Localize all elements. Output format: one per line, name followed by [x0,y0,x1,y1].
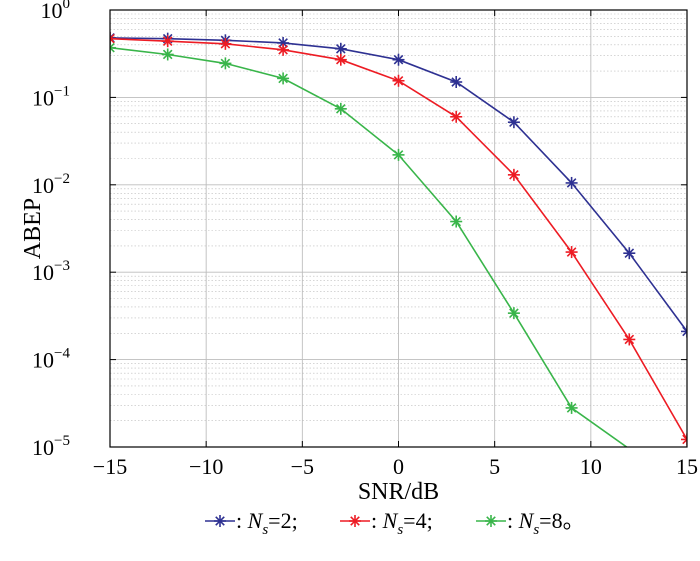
series-3-point [565,401,578,414]
series-1-point [565,176,578,189]
series-3-point [450,215,463,228]
series-2-point [392,74,405,87]
plot-curves [110,31,687,447]
series-2-point [565,246,578,259]
y-tick-label: 10−5 [32,433,70,460]
series-3-point [277,72,290,85]
legend-marker-1 [214,515,226,527]
legend-label-2: : Ns=4; [371,508,433,538]
series-1-point [392,53,405,66]
legend: : Ns=2; : Ns=4; : Ns=8。 [205,508,585,538]
series-1-point [334,42,347,55]
series-2-point [161,35,174,48]
series-3-point [507,307,520,320]
legend-label-3: : Ns=8。 [507,508,585,538]
series-1-point [507,116,520,129]
legend-marker-3 [485,515,497,527]
y-axis-title: ABEP [20,198,46,259]
x-tick-label: −5 [291,454,314,479]
y-tick-label: 100 [41,0,71,23]
series-2-point [450,110,463,123]
series-1-point [450,76,463,89]
x-tick-label: 0 [393,454,404,479]
x-tick-label: −15 [93,454,127,479]
series-2-point [110,32,116,45]
series-3-point [161,48,174,61]
y-tick-label: 10−2 [32,171,70,198]
y-tick-label: 10−1 [32,83,70,110]
series-2-point [219,37,232,50]
series-2-point [507,168,520,181]
x-tick-label: 5 [489,454,500,479]
legend-marker-2 [349,515,361,527]
series-1-point [681,325,687,338]
series-3-point [219,57,232,70]
x-tick-label: 10 [580,454,602,479]
series-3-point [334,102,347,115]
x-axis-title: SNR/dB [358,479,439,505]
series-2-point [623,333,636,346]
series-2-point [681,433,687,446]
axis-ticks: −15 −10 −5 0 5 10 15 100 10−1 10−2 10−3 10−4 10−5 [32,0,698,479]
x-tick-label: −10 [189,454,223,479]
y-tick-label: 10−3 [32,258,70,285]
series-3-point [110,41,116,54]
series-1-point [623,247,636,260]
series-line-3 [110,46,629,447]
legend-label-1: : Ns=2; [236,508,298,538]
x-tick-label: 15 [676,454,698,479]
series-2-point [277,43,290,56]
series-2-point [334,53,347,66]
series-3-point [392,148,405,161]
y-tick-label: 10−4 [32,346,70,373]
